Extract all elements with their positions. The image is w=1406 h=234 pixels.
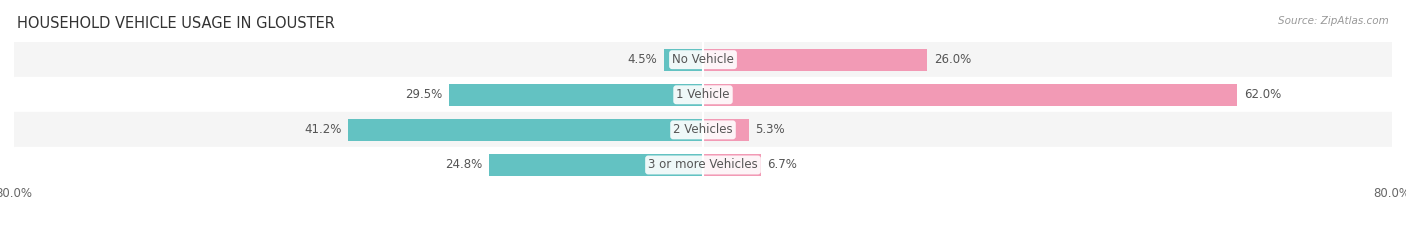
Text: 24.8%: 24.8%: [446, 158, 482, 172]
Text: 2 Vehicles: 2 Vehicles: [673, 123, 733, 136]
Bar: [703, 154, 761, 176]
Text: 6.7%: 6.7%: [768, 158, 797, 172]
Text: 62.0%: 62.0%: [1244, 88, 1281, 101]
Bar: [703, 84, 1237, 106]
Bar: [14, 42, 1392, 77]
Bar: [14, 77, 1392, 112]
Text: 41.2%: 41.2%: [304, 123, 342, 136]
Text: Source: ZipAtlas.com: Source: ZipAtlas.com: [1278, 16, 1389, 26]
Bar: [703, 49, 927, 70]
Text: 5.3%: 5.3%: [755, 123, 785, 136]
Text: HOUSEHOLD VEHICLE USAGE IN GLOUSTER: HOUSEHOLD VEHICLE USAGE IN GLOUSTER: [17, 16, 335, 31]
Bar: [449, 84, 703, 106]
Text: 26.0%: 26.0%: [934, 53, 972, 66]
Bar: [703, 119, 748, 141]
Text: 29.5%: 29.5%: [405, 88, 441, 101]
Bar: [349, 119, 703, 141]
Bar: [489, 154, 703, 176]
Bar: [664, 49, 703, 70]
Text: 3 or more Vehicles: 3 or more Vehicles: [648, 158, 758, 172]
Text: No Vehicle: No Vehicle: [672, 53, 734, 66]
Text: 1 Vehicle: 1 Vehicle: [676, 88, 730, 101]
Bar: [14, 147, 1392, 183]
Text: 4.5%: 4.5%: [627, 53, 658, 66]
Bar: [14, 112, 1392, 147]
